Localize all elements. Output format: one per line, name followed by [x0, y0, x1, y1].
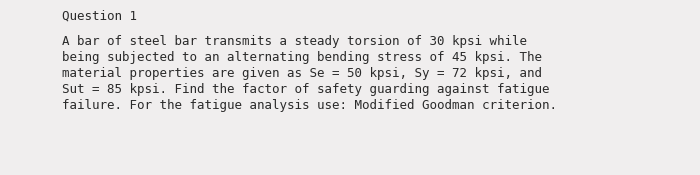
Text: Sut = 85 kpsi. Find the factor of safety guarding against fatigue: Sut = 85 kpsi. Find the factor of safety… — [62, 83, 550, 96]
Text: Question 1: Question 1 — [62, 10, 137, 23]
Text: being subjected to an alternating bending stress of 45 kpsi. The: being subjected to an alternating bendin… — [62, 51, 542, 64]
Text: failure. For the fatigue analysis use: Modified Goodman criterion.: failure. For the fatigue analysis use: M… — [62, 99, 557, 112]
Text: material properties are given as Se = 50 kpsi, Sy = 72 kpsi, and: material properties are given as Se = 50… — [62, 67, 542, 80]
Text: A bar of steel bar transmits a steady torsion of 30 kpsi while: A bar of steel bar transmits a steady to… — [62, 35, 527, 48]
